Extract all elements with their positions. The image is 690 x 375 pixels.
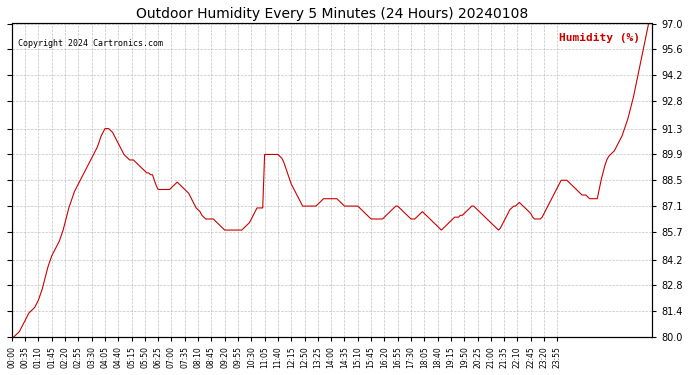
Title: Outdoor Humidity Every 5 Minutes (24 Hours) 20240108: Outdoor Humidity Every 5 Minutes (24 Hou… — [136, 7, 529, 21]
Text: Humidity (%): Humidity (%) — [559, 33, 640, 43]
Text: Copyright 2024 Cartronics.com: Copyright 2024 Cartronics.com — [18, 39, 164, 48]
